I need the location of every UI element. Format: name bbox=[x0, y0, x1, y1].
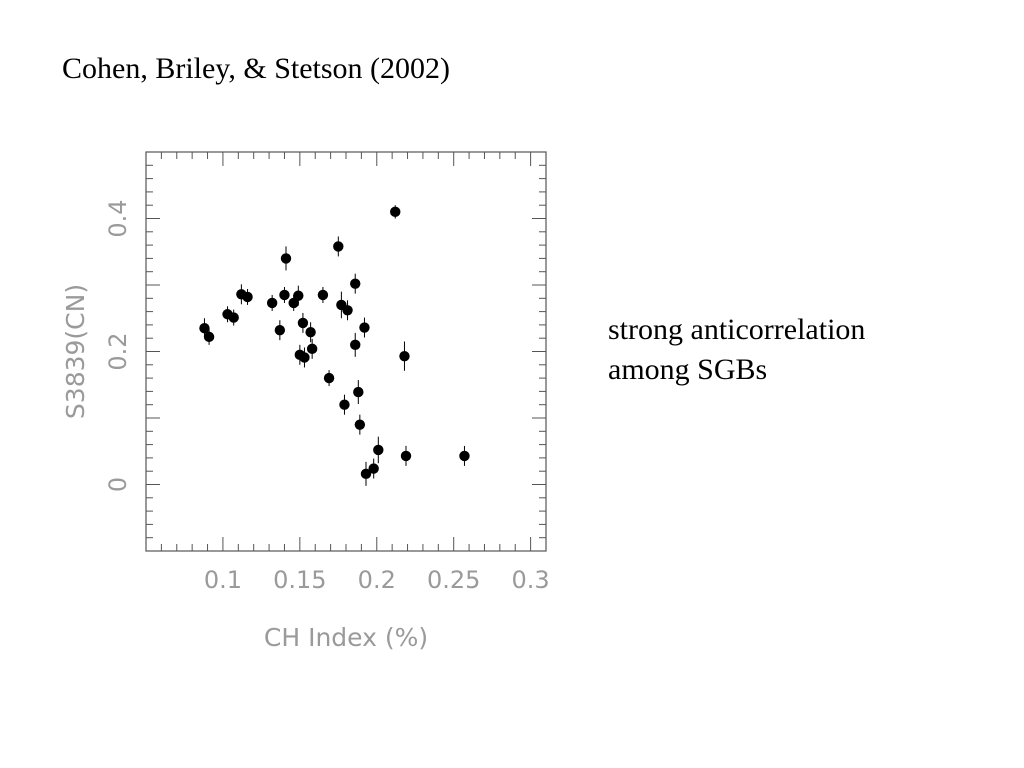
annotation-line-2: among SGBs bbox=[608, 353, 768, 386]
data-point bbox=[305, 327, 316, 338]
data-point bbox=[359, 322, 370, 333]
data-point bbox=[266, 297, 278, 309]
y-tick-label: 0.4 bbox=[104, 199, 132, 237]
data-point bbox=[242, 291, 253, 303]
data-point bbox=[279, 289, 290, 301]
data-point bbox=[203, 331, 215, 343]
data-point bbox=[390, 206, 401, 218]
y-tick-label: 0 bbox=[104, 477, 132, 492]
data-point bbox=[350, 278, 361, 289]
data-point bbox=[228, 312, 239, 323]
data-point bbox=[368, 463, 379, 474]
annotation-line-1: strong anticorrelation bbox=[608, 313, 866, 346]
data-point bbox=[297, 317, 309, 329]
data-point bbox=[293, 290, 304, 301]
plot-area: 0.1 0.15 0.2 0.25 0.3 0 0.2 0.4 CH Index (%) S383… bbox=[61, 151, 550, 652]
x-tick-label: 0.3 bbox=[512, 566, 550, 594]
data-point bbox=[280, 253, 292, 264]
data-point bbox=[353, 386, 364, 398]
data-point bbox=[299, 352, 310, 363]
data-point bbox=[339, 399, 350, 410]
data-point bbox=[323, 372, 335, 384]
data-point bbox=[199, 323, 210, 334]
y-axis-title: S3839(CN) bbox=[61, 284, 90, 419]
data-point bbox=[354, 419, 366, 430]
plot-frame bbox=[145, 151, 547, 552]
data-point bbox=[274, 325, 286, 336]
slide-title: Cohen, Briley, & Stetson (2002) bbox=[62, 52, 451, 85]
data-point bbox=[459, 450, 470, 462]
x-tick-label: 0.2 bbox=[358, 566, 396, 594]
data-point bbox=[399, 350, 410, 362]
data-point bbox=[306, 343, 318, 355]
x-axis-title: CH Index (%) bbox=[264, 623, 428, 652]
data-point bbox=[373, 444, 384, 456]
x-tick-label: 0.1 bbox=[204, 566, 242, 594]
data-point bbox=[400, 450, 412, 462]
data-point bbox=[342, 305, 353, 316]
data-point bbox=[317, 289, 329, 301]
data-point bbox=[350, 339, 361, 351]
data-point bbox=[333, 241, 344, 252]
x-tick-label: 0.25 bbox=[427, 566, 480, 594]
x-tick-label: 0.15 bbox=[273, 566, 326, 594]
data-point bbox=[360, 468, 372, 480]
y-tick-label: 0.2 bbox=[104, 332, 132, 370]
annotation-text: strong anticorrelation among SGBs bbox=[608, 310, 865, 390]
